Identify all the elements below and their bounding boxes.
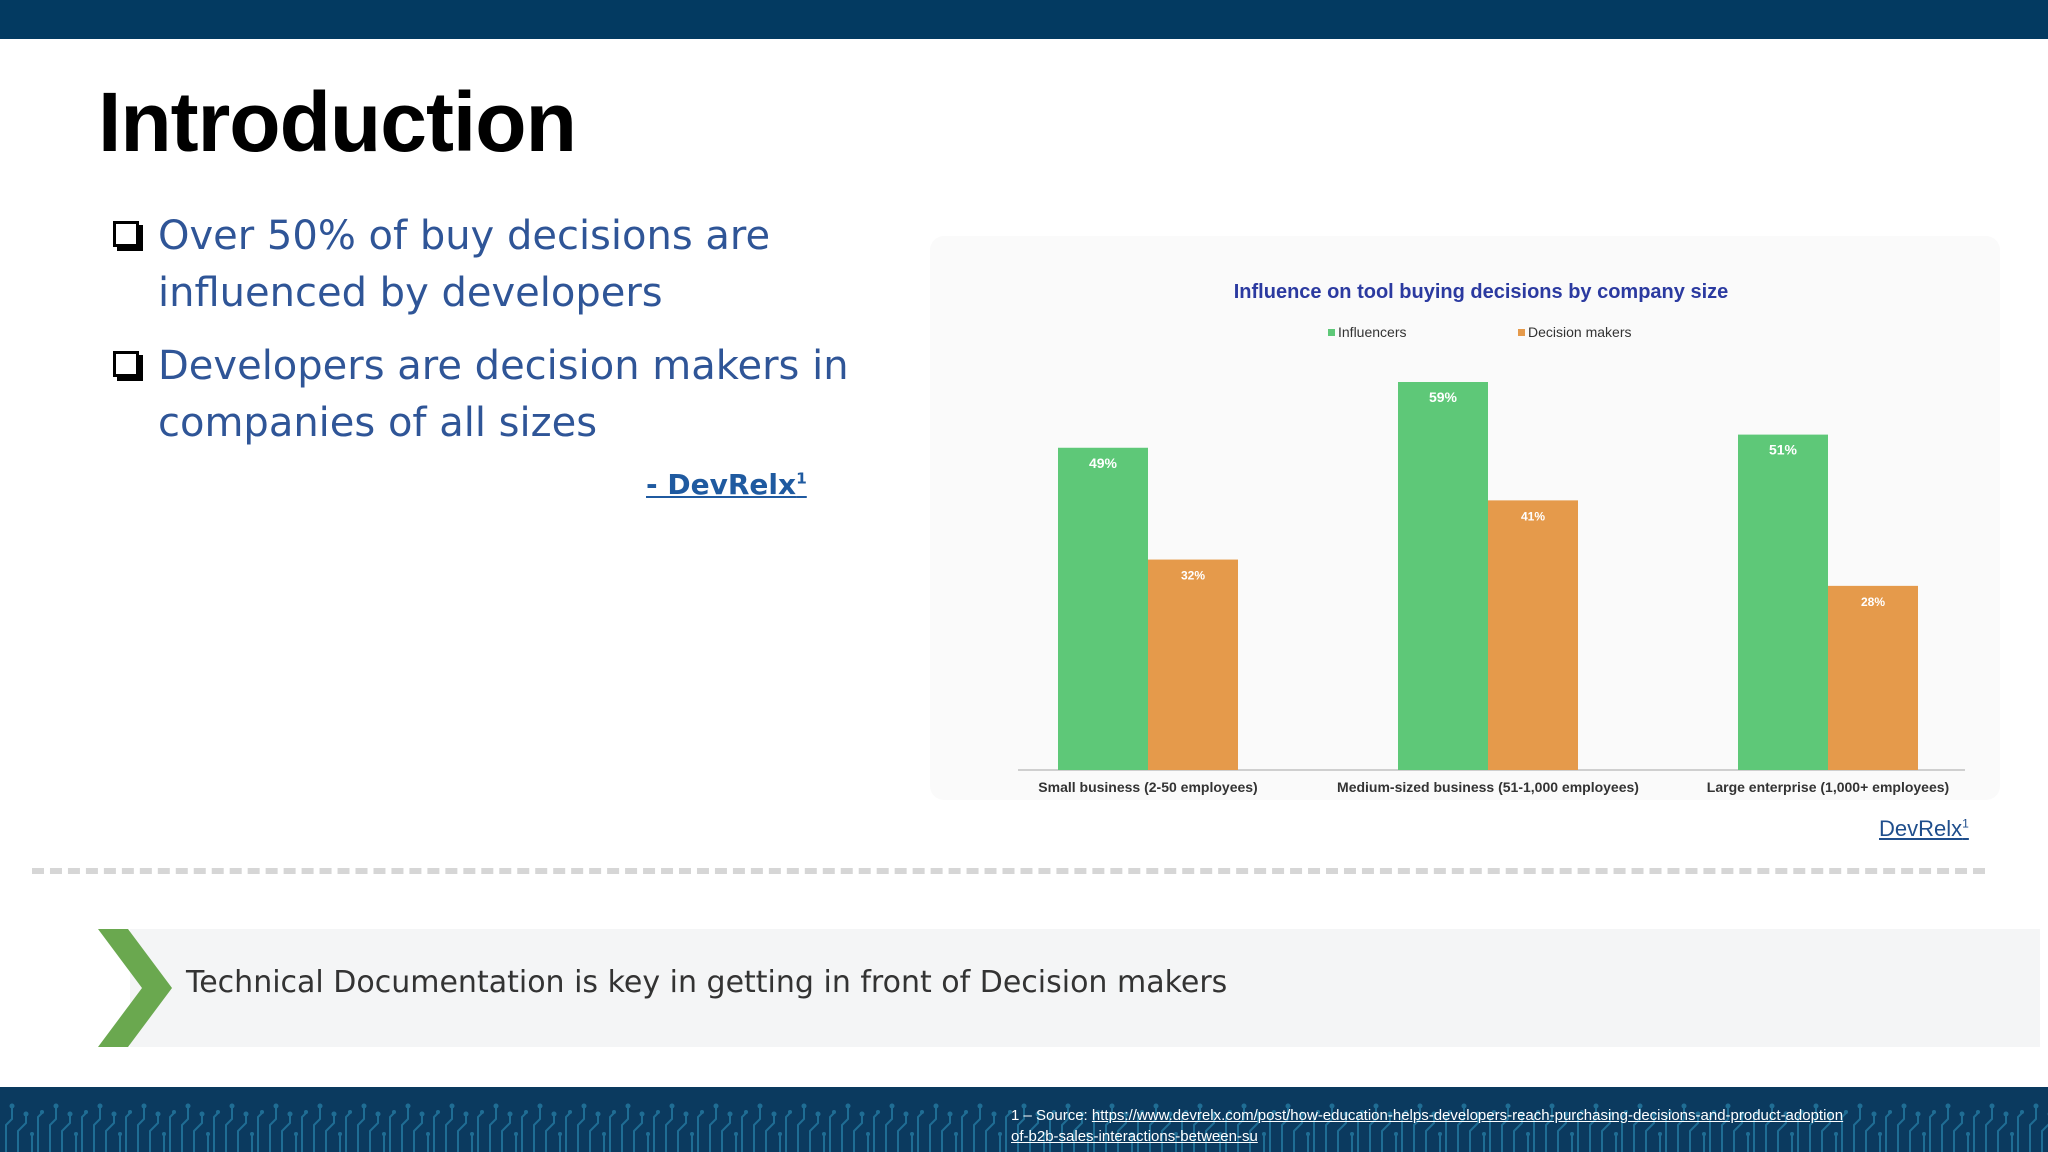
bar-influencers — [1398, 382, 1488, 770]
banner-text: Technical Documentation is key in gettin… — [186, 965, 1228, 1000]
dashed-divider — [32, 868, 1985, 874]
bar-decision-makers — [1488, 500, 1578, 770]
bullet-text-line2: companies of all sizes — [158, 400, 598, 446]
footer-source: 1 – Source: https://www.devrelx.com/post… — [1011, 1105, 1911, 1147]
footer-link-line1: https://www.devrelx.com/post/how-educati… — [1091, 1107, 1844, 1124]
bar-value-label: 59% — [1429, 389, 1458, 405]
bullet-text-line1: Over 50% of buy decisions are — [158, 213, 771, 259]
bullet-item: Over 50% of buy decisions are influenced… — [110, 208, 890, 322]
chart-panel: Influence on tool buying decisions by co… — [930, 236, 2000, 800]
bar-decision-makers — [1148, 559, 1238, 770]
bullet-list: Over 50% of buy decisions are influenced… — [110, 208, 890, 468]
x-tick-label: Medium-sized business (51-1,000 employee… — [1337, 779, 1639, 795]
page-title: Introduction — [98, 75, 577, 169]
footer-source-prefix: 1 – Source: — [1011, 1107, 1092, 1124]
x-tick-label: Large enterprise (1,000+ employees) — [1707, 779, 1949, 795]
chevron-right-icon — [98, 929, 172, 1047]
chart-credit-text: DevRelx — [1879, 816, 1963, 841]
bullet-item: Developers are decision makers in compan… — [110, 338, 890, 452]
footer-link-line2: of-b2b-sales-interactions-between-su — [1011, 1128, 1258, 1145]
top-bar — [0, 0, 2048, 39]
bullet-text-line1: Developers are decision makers in — [158, 343, 849, 389]
bullet-text-line2: influenced by developers — [158, 270, 663, 316]
quote-link-text: - DevRelx — [646, 468, 797, 501]
circuit-pattern — [0, 1087, 2048, 1152]
bar-decision-makers — [1828, 585, 1918, 770]
bar-value-label: 51% — [1769, 442, 1798, 458]
bar-value-label: 49% — [1089, 455, 1118, 471]
checkbox-bullet-icon — [113, 351, 139, 377]
bar-value-label: 32% — [1181, 569, 1205, 583]
footer-source-link[interactable]: https://www.devrelx.com/post/how-educati… — [1011, 1107, 1843, 1145]
footnote-mark: 1 — [796, 469, 807, 488]
footer-bar — [0, 1087, 2048, 1152]
chart-credit-link[interactable]: DevRelx1 — [1879, 816, 1969, 842]
footnote-mark: 1 — [1962, 816, 1969, 831]
bar-chart: Influence on tool buying decisions by co… — [1018, 281, 1965, 795]
bar-influencers — [1738, 434, 1828, 770]
legend-label: Influencers — [1338, 324, 1406, 340]
chart-title: Influence on tool buying decisions by co… — [1234, 281, 1729, 303]
devrelx-quote-link[interactable]: - DevRelx1 — [646, 468, 807, 501]
bar-value-label: 41% — [1521, 509, 1545, 523]
bar-value-label: 28% — [1861, 595, 1885, 609]
x-tick-label: Small business (2-50 employees) — [1038, 779, 1257, 795]
callout-banner — [130, 929, 2040, 1047]
checkbox-bullet-icon — [113, 221, 139, 247]
legend-swatch — [1518, 329, 1525, 336]
bar-influencers — [1058, 447, 1148, 770]
legend-swatch — [1328, 329, 1335, 336]
legend-label: Decision makers — [1528, 324, 1631, 340]
